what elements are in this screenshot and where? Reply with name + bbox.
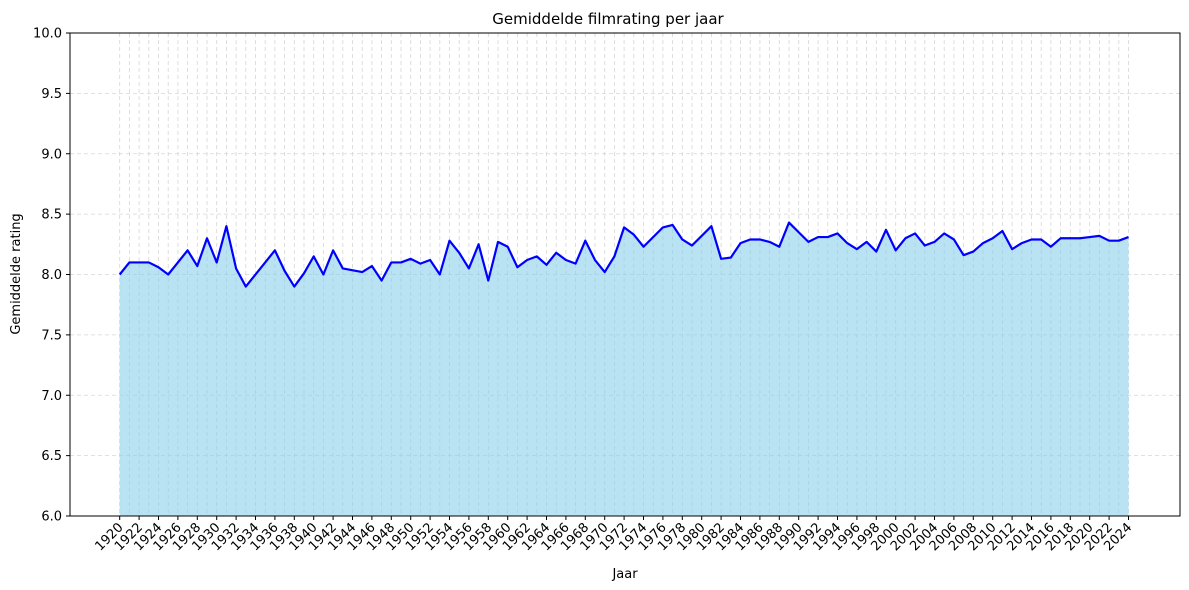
- x-axis-label: Jaar: [611, 567, 638, 582]
- area-layer: [119, 222, 1129, 516]
- y-axis: 6.0 6.5 7.0 7.5 8.0 8.5 9.0 9.5 10.0: [33, 27, 70, 525]
- y-tick-label: 8.5: [41, 208, 62, 223]
- x-axis: 1920192219241926192819301932193419361938…: [93, 516, 1135, 554]
- y-tick-label: 9.5: [41, 87, 62, 102]
- y-tick-label: 8.0: [41, 268, 62, 283]
- area-fill: [119, 222, 1129, 516]
- y-tick-label: 6.0: [41, 510, 62, 525]
- y-axis-label: Gemiddelde rating: [9, 213, 24, 334]
- y-tick-label: 9.0: [41, 147, 62, 162]
- chart-title: Gemiddelde filmrating per jaar: [492, 10, 724, 28]
- y-tick-label: 7.0: [41, 389, 62, 404]
- series-line: [118, 221, 1129, 288]
- y-tick-label: 7.5: [41, 328, 62, 343]
- y-tick-label: 6.5: [41, 449, 62, 464]
- line-layer: [118, 221, 1129, 288]
- y-tick-label: 10.0: [33, 27, 62, 42]
